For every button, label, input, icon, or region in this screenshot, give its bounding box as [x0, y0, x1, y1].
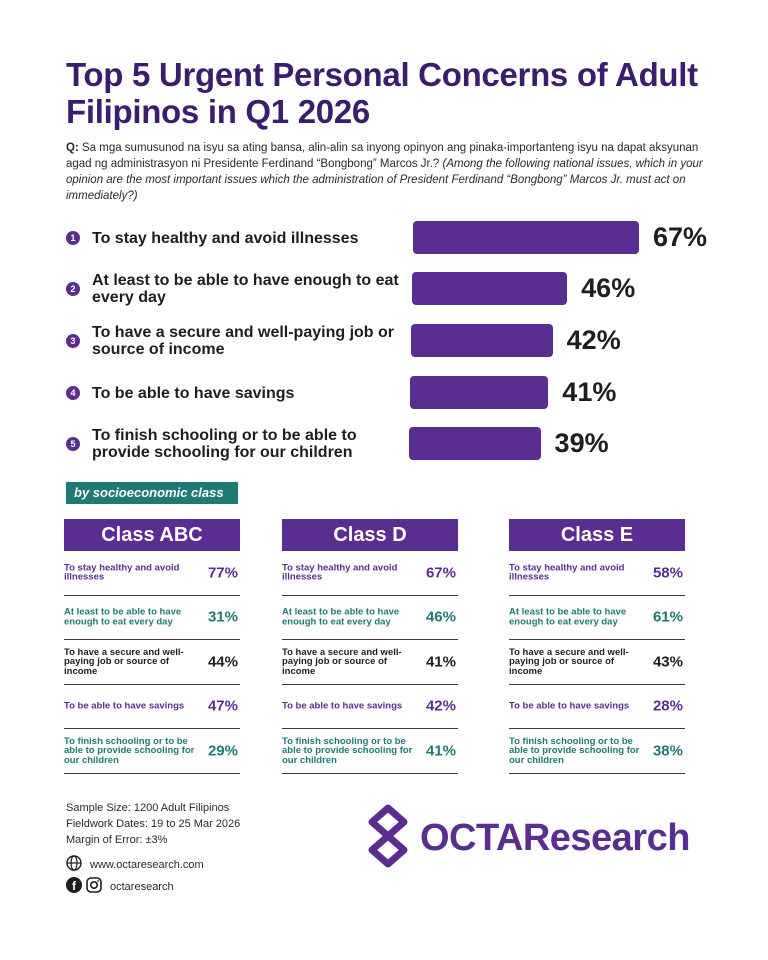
bar-value-label: 67%: [653, 222, 708, 252]
globe-icon: [66, 855, 82, 874]
class-row: At least to be able to have enough to ea…: [64, 596, 240, 640]
class-column: Class ABC To stay healthy and avoid illne…: [64, 519, 240, 774]
rank-badge: 3: [66, 334, 80, 348]
bar-row: 1 To stay healthy and avoid illnesses 67%: [66, 218, 746, 258]
class-row-value: 28%: [652, 697, 683, 715]
octa-logo: OCTAResearch: [360, 804, 690, 873]
bar-label: At least to be able to have enough to ea…: [92, 272, 399, 306]
class-row-value: 41%: [425, 742, 456, 760]
class-row-label: To stay healthy and avoid illnesses: [282, 562, 398, 583]
class-row-value: 41%: [425, 653, 456, 671]
margin-of-error: Margin of Error: ±3%: [66, 834, 168, 846]
question-tagalog: Sa mga sumusunod na isyu sa ating bansa,…: [66, 142, 699, 170]
rank-badge: 1: [66, 231, 80, 245]
question-prefix: Q:: [66, 142, 79, 154]
octa-mark-icon: [360, 804, 416, 873]
class-row-label: To have a secure and well-paying job or …: [64, 646, 184, 677]
class-row-label: To stay healthy and avoid illnesses: [509, 562, 625, 583]
social-contact: f octaresearch: [66, 877, 174, 896]
class-row-label: To finish schooling or to be able to pro…: [64, 735, 195, 766]
class-row-value: 67%: [425, 564, 456, 582]
class-row-label: At least to be able to have enough to ea…: [64, 606, 182, 628]
bar-value-label: 39%: [554, 428, 609, 458]
class-row: To finish schooling or to be able to pro…: [64, 729, 240, 774]
class-row-label: To stay healthy and avoid illnesses: [64, 562, 180, 583]
social-handle[interactable]: octaresearch: [110, 880, 174, 893]
bar-row: 2 At least to be able to have enough to e…: [66, 269, 746, 309]
brand-name: OCTAResearch: [420, 816, 690, 859]
survey-details: Sample Size: 1200 Adult Filipinos Fieldw…: [66, 800, 240, 848]
class-row: To be able to have savings 28%: [509, 685, 685, 729]
page-title: Top 5 Urgent Personal Concerns of Adult …: [66, 56, 698, 130]
class-row: To be able to have savings 42%: [282, 685, 458, 729]
class-row: To have a secure and well-paying job or …: [64, 640, 240, 685]
class-row: To stay healthy and avoid illnesses 67%: [282, 551, 458, 596]
svg-text:f: f: [72, 879, 77, 893]
bar-row: 3 To have a secure and well-paying job or…: [66, 321, 746, 361]
class-row-label: To have a secure and well-paying job or …: [509, 646, 629, 677]
class-row-label: To have a secure and well-paying job or …: [282, 646, 402, 677]
fieldwork-dates: Fieldwork Dates: 19 to 25 Mar 2026: [66, 818, 241, 830]
instagram-icon[interactable]: [86, 877, 102, 896]
bar-label: To have a secure and well-paying job or …: [92, 324, 394, 358]
website-contact: www.octaresearch.com: [66, 855, 204, 874]
segment-tag: by socioeconomic class: [66, 482, 238, 504]
bar-value-label: 42%: [566, 325, 621, 355]
class-row-label: To be able to have savings: [282, 700, 403, 712]
class-row: To have a secure and well-paying job or …: [282, 640, 458, 685]
class-row-value: 38%: [652, 742, 683, 760]
class-row: At least to be able to have enough to ea…: [282, 596, 458, 640]
bar: [409, 427, 541, 460]
rank-badge: 5: [66, 437, 80, 451]
class-row: To stay healthy and avoid illnesses 77%: [64, 551, 240, 596]
class-header: Class ABC: [64, 519, 240, 551]
class-row-value: 43%: [652, 653, 683, 671]
class-row-value: 29%: [207, 742, 238, 760]
sample-size: Sample Size: 1200 Adult Filipinos: [66, 802, 230, 814]
facebook-icon[interactable]: f: [66, 877, 82, 896]
class-row-value: 44%: [207, 653, 238, 671]
class-row-value: 77%: [207, 564, 238, 582]
website-link[interactable]: www.octaresearch.com: [90, 858, 204, 871]
class-row-label: To finish schooling or to be able to pro…: [282, 735, 413, 766]
bar-row: 4 To be able to have savings 41%: [66, 373, 746, 413]
class-row-value: 46%: [425, 608, 456, 626]
class-column: Class E To stay healthy and avoid illness…: [509, 519, 685, 774]
class-row: To stay healthy and avoid illnesses 58%: [509, 551, 685, 596]
class-row-value: 42%: [425, 697, 456, 715]
class-column: Class D To stay healthy and avoid illness…: [282, 519, 458, 774]
class-row: To finish schooling or to be able to pro…: [509, 729, 685, 774]
bar-value-label: 41%: [562, 377, 617, 407]
bar-label: To be able to have savings: [92, 385, 295, 402]
class-header: Class D: [282, 519, 458, 551]
class-row-value: 31%: [207, 608, 238, 626]
class-row-label: At least to be able to have enough to ea…: [282, 606, 400, 628]
class-row-label: To be able to have savings: [509, 700, 630, 712]
bar: [410, 376, 549, 409]
survey-question: Q: Sa mga sumusunod na isyu sa ating ban…: [66, 140, 716, 204]
rank-badge: 2: [66, 282, 80, 296]
bar: [411, 324, 553, 357]
bar: [412, 272, 568, 305]
class-row-value: 58%: [652, 564, 683, 582]
question-english: (Among the following national issues, wh…: [66, 158, 703, 202]
bar-row: 5 To finish schooling or to be able to pr…: [66, 424, 746, 464]
class-row: To finish schooling or to be able to pro…: [282, 729, 458, 774]
class-header: Class E: [509, 519, 685, 551]
bar-label: To finish schooling or to be able to pro…: [92, 427, 357, 461]
rank-badge: 4: [66, 386, 80, 400]
bar: [413, 221, 639, 254]
class-row-value: 47%: [207, 697, 238, 715]
class-row-label: At least to be able to have enough to ea…: [509, 606, 627, 628]
bar-value-label: 46%: [581, 273, 636, 303]
class-row-label: To be able to have savings: [64, 700, 185, 712]
class-row: To be able to have savings 47%: [64, 685, 240, 729]
class-row: At least to be able to have enough to ea…: [509, 596, 685, 640]
class-row-value: 61%: [652, 608, 683, 626]
bar-label: To stay healthy and avoid illnesses: [92, 230, 359, 247]
class-row: To have a secure and well-paying job or …: [509, 640, 685, 685]
class-row-label: To finish schooling or to be able to pro…: [509, 735, 640, 766]
